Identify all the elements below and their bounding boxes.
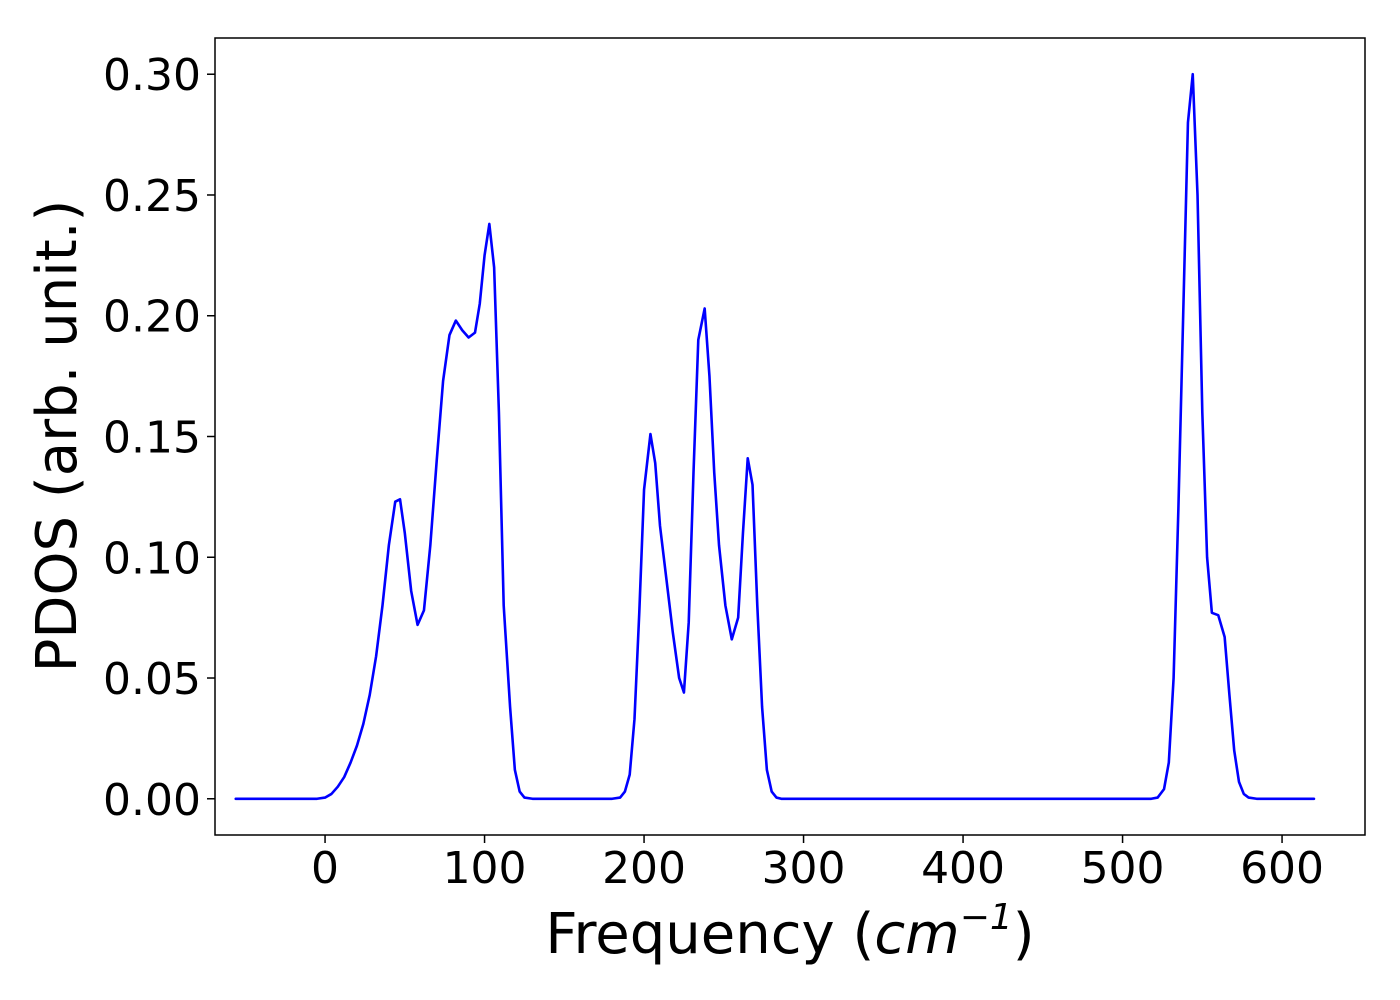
y-tick-label: 0.25	[103, 171, 201, 222]
x-tick-label: 400	[921, 843, 1005, 894]
x-tick-label: 100	[443, 843, 527, 894]
y-tick-label: 0.30	[103, 50, 201, 101]
y-tick-label: 0.00	[103, 775, 201, 826]
y-tick-label: 0.05	[103, 654, 201, 705]
y-tick-label: 0.15	[103, 413, 201, 464]
x-axis-unit-exponent: −1	[960, 897, 1013, 938]
y-axis-ticks: 0.00 0.05 0.10 0.15 0.20 0.25 0.30	[103, 50, 215, 826]
x-axis-label: Frequency (cm−1)	[545, 897, 1034, 967]
pdos-series-line	[234, 72, 1316, 801]
y-tick-label: 0.20	[103, 292, 201, 343]
y-axis-label: PDOS (arb. unit.)	[25, 200, 90, 673]
x-tick-label: 300	[762, 843, 846, 894]
plot-area	[214, 37, 1366, 836]
x-axis-unit-prefix: (	[852, 902, 874, 967]
x-tick-label: 500	[1081, 843, 1165, 894]
x-tick-label: 0	[311, 843, 339, 894]
x-axis-ticks: 0 100 200 300 400 500 600	[311, 835, 1324, 894]
y-tick-label: 0.10	[103, 533, 201, 584]
x-axis-label-text: Frequency	[545, 902, 834, 967]
x-axis-unit-base: cm	[874, 902, 959, 967]
x-tick-label: 200	[602, 843, 686, 894]
series-layer	[234, 72, 1316, 801]
x-tick-label: 600	[1240, 843, 1324, 894]
x-axis-unit-suffix: )	[1013, 902, 1035, 967]
